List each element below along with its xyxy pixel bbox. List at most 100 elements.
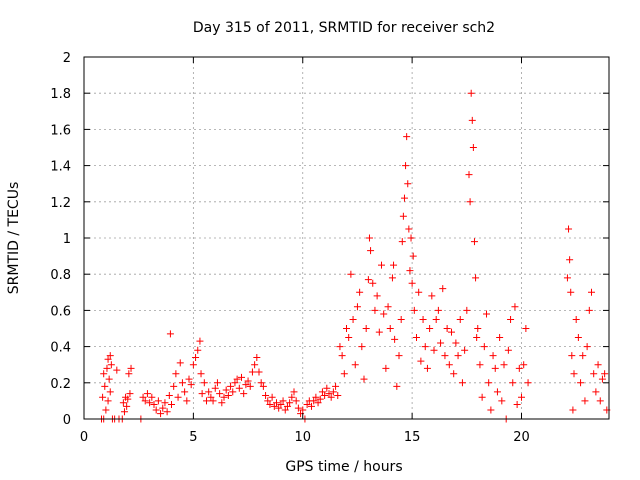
data-point — [493, 388, 501, 396]
data-point — [187, 381, 195, 389]
data-point — [290, 388, 298, 396]
data-point — [375, 328, 383, 336]
data-point — [485, 379, 493, 387]
data-point — [266, 401, 274, 409]
data-point — [393, 382, 401, 390]
data-point — [321, 391, 329, 399]
data-point — [483, 310, 490, 318]
x-axis-title: GPS time / hours — [285, 459, 402, 475]
data-point — [347, 270, 355, 278]
data-point — [511, 303, 519, 311]
data-point — [343, 325, 350, 332]
y-tick-label: 0.4 — [50, 341, 71, 356]
data-point — [242, 381, 250, 389]
data-point — [443, 325, 451, 332]
data-point — [119, 399, 127, 407]
data-point — [104, 397, 112, 405]
data-point — [205, 388, 213, 396]
data-point — [415, 288, 423, 296]
data-point — [371, 306, 379, 314]
data-point — [388, 274, 396, 282]
data-point — [468, 116, 476, 124]
data-point — [229, 388, 237, 396]
data-point — [103, 364, 111, 372]
data-point — [574, 334, 582, 342]
data-point — [406, 267, 414, 275]
data-point — [222, 386, 230, 394]
data-point — [476, 361, 484, 369]
data-point — [299, 406, 307, 414]
data-point — [192, 353, 200, 361]
data-point — [125, 370, 133, 378]
data-point — [268, 393, 276, 401]
data-point — [458, 379, 466, 387]
data-point — [450, 370, 458, 378]
data-point — [246, 382, 254, 390]
data-point — [189, 361, 197, 369]
data-point — [248, 368, 256, 376]
y-tick-label: 1 — [63, 232, 71, 247]
ticks: 0 5 10 15 20 0 0.2 0.4 0.6 0.8 1 1.2 1.4 1.6 1.8 2 — [50, 51, 609, 445]
data-point — [386, 325, 394, 332]
data-point — [104, 355, 112, 363]
data-point — [349, 315, 357, 323]
data-point — [423, 364, 431, 372]
data-point — [380, 310, 388, 318]
data-point — [183, 397, 191, 405]
data-point — [498, 397, 506, 405]
data-point — [277, 401, 285, 409]
data-point — [598, 375, 606, 383]
data-point — [507, 315, 515, 323]
data-point — [329, 388, 337, 396]
data-point — [430, 346, 438, 354]
data-point — [474, 325, 482, 332]
data-point — [461, 346, 469, 354]
data-point — [207, 393, 215, 401]
data-point — [365, 234, 373, 242]
data-point — [279, 397, 287, 405]
data-point — [174, 393, 182, 401]
data-point — [478, 393, 486, 401]
data-point — [235, 384, 243, 392]
data-point — [403, 133, 411, 141]
data-point — [316, 395, 324, 403]
data-point — [141, 397, 149, 405]
data-point — [513, 401, 521, 409]
data-point — [198, 390, 206, 398]
data-point — [448, 328, 455, 336]
data-point — [489, 352, 497, 360]
y-tick-label: 1.6 — [50, 123, 71, 138]
data-point — [264, 397, 272, 405]
data-point — [364, 276, 372, 284]
data-point — [596, 397, 604, 405]
data-point — [255, 368, 263, 376]
data-point — [404, 180, 412, 188]
data-point — [601, 370, 609, 378]
data-point — [360, 375, 368, 383]
data-point — [384, 303, 392, 311]
data-point — [472, 274, 480, 282]
data-point — [106, 352, 114, 360]
data-point — [273, 399, 280, 407]
data-point — [405, 225, 413, 233]
data-point — [323, 384, 331, 392]
data-point — [126, 390, 134, 398]
data-point — [270, 402, 278, 410]
data-point — [332, 382, 340, 390]
x-tick-label: 10 — [294, 430, 311, 445]
data-point — [146, 399, 154, 407]
data-point — [253, 353, 261, 361]
data-point — [426, 325, 434, 332]
data-point — [437, 339, 445, 347]
data-point — [244, 377, 252, 385]
data-point — [318, 388, 326, 396]
data-point — [209, 397, 217, 405]
y-tick-label: 1.2 — [50, 196, 71, 211]
data-point — [407, 234, 415, 242]
data-point — [581, 397, 589, 405]
data-point — [275, 404, 283, 412]
data-point — [325, 390, 333, 398]
data-point — [99, 393, 107, 401]
data-point — [491, 364, 499, 372]
